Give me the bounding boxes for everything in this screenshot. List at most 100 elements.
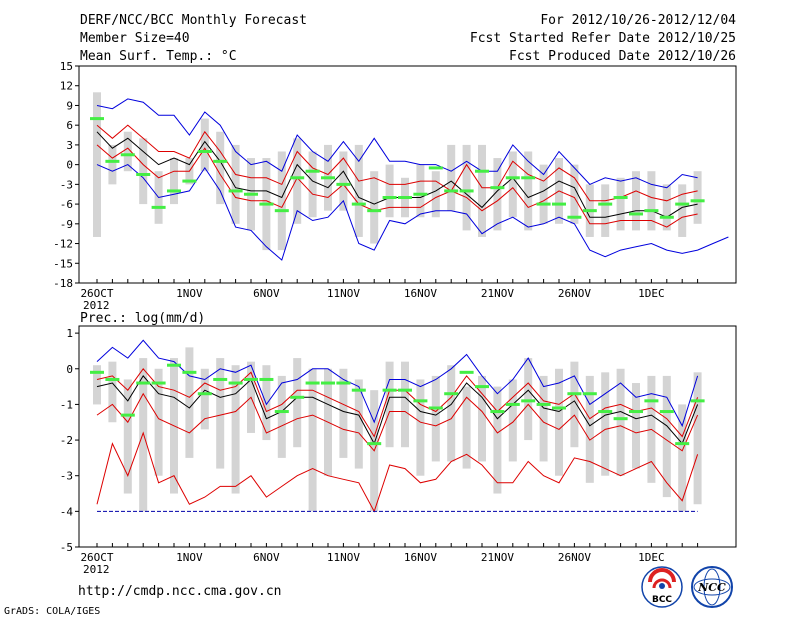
precipitation-median-mark: [536, 402, 551, 406]
footer-url-link[interactable]: http://cmdp.ncc.cma.gov.cn: [78, 584, 282, 599]
temperature-median-mark: [629, 212, 643, 216]
precipitation-spread-box: [108, 361, 117, 423]
temperature-median-mark: [244, 192, 258, 196]
temperature-x-tick-label: 1DEC: [638, 287, 665, 300]
temperature-median-mark: [413, 192, 428, 196]
temperature-median-mark: [213, 159, 228, 163]
temperature-median-mark: [321, 176, 335, 180]
temperature-median-mark: [475, 169, 489, 173]
temperature-x-tick-label: 26OCT: [80, 287, 113, 300]
precipitation-spread-box: [508, 379, 517, 462]
temperature-median-mark: [521, 176, 536, 180]
precipitation-y-tick-label: 1: [66, 327, 73, 340]
temperature-median-mark: [259, 202, 274, 206]
precipitation-spread-box: [693, 372, 702, 505]
precipitation-spread-box: [262, 365, 271, 441]
started-refer-label: Fcst Started Refer Date 2012/10/25: [470, 31, 736, 46]
precipitation-median-mark: [552, 406, 566, 410]
temperature-median-mark: [428, 166, 443, 170]
precipitation-ensemble-min-line: [96, 431, 699, 513]
precipitation-y-tick-label: -4: [60, 505, 74, 518]
precipitation-spread-box: [293, 358, 302, 448]
precipitation-spread-box: [555, 368, 563, 476]
temperature-x-year-label: 2012: [83, 299, 110, 312]
precipitation-spread-box: [601, 372, 610, 476]
temperature-spread-box: [662, 184, 671, 231]
temperature-median-mark: [613, 196, 628, 200]
temperature-spread-box: [123, 131, 132, 172]
precipitation-spread-box: [539, 375, 548, 462]
precipitation-x-year-label: 2012: [83, 563, 110, 576]
temperature-y-tick-label: -3: [60, 178, 73, 191]
precipitation-upper-bound-line: [96, 367, 699, 438]
temperature-spread-box: [416, 164, 425, 218]
precipitation-spread-box: [354, 379, 363, 469]
precipitation-spread-box: [431, 375, 440, 462]
precipitation-spread-box: [93, 365, 101, 405]
precipitation-median-mark: [582, 392, 597, 396]
precipitation-spread-box: [632, 383, 640, 469]
precipitation-median-mark: [290, 395, 305, 399]
temperature-spread-box: [354, 144, 363, 237]
temperature-x-tick-label: 21NOV: [481, 287, 514, 300]
precipitation-median-mark: [382, 388, 397, 392]
precipitation-x-tick-label: 26NOV: [558, 551, 591, 564]
precipitation-x-tick-label: 1DEC: [638, 551, 665, 564]
temperature-y-tick-label: 9: [66, 99, 73, 112]
temperature-median-mark: [290, 176, 305, 180]
precipitation-median-mark: [167, 363, 181, 367]
temperature-median-mark: [675, 202, 690, 206]
temperature-y-tick-label: -9: [60, 218, 73, 231]
precipitation-median-mark: [428, 406, 443, 410]
precipitation-median-mark: [490, 410, 505, 414]
temperature-median-mark: [305, 169, 320, 173]
precipitation-y-axis: 1 0 -1 -2 -3 -4 -5: [60, 327, 79, 554]
temperature-x-tick-label: 6NOV: [253, 287, 280, 300]
precipitation-spread-box: [678, 404, 687, 512]
temperature-x-tick-label: 11NOV: [327, 287, 360, 300]
variable-temp-label: Mean Surf. Temp.: °C: [80, 49, 237, 64]
precipitation-median-mark: [259, 377, 274, 381]
temperature-median-mark: [598, 202, 613, 206]
temperature-y-tick-label: -18: [53, 277, 73, 290]
temperature-median-mark: [351, 202, 366, 206]
precipitation-series-lines: [96, 339, 699, 513]
temperature-plot-frame: [78, 65, 737, 284]
temperature-ensemble-mean-line: [96, 131, 698, 218]
temperature-median-mark: [90, 117, 104, 121]
precipitation-median-mark: [305, 381, 320, 385]
precipitation-spread-box: [339, 368, 348, 458]
precipitation-median-mark: [351, 388, 366, 392]
precipitation-median-mark: [274, 410, 289, 414]
temperature-spread-box: [200, 118, 209, 172]
temperature-spread-box: [370, 171, 379, 244]
precipitation-x-tick-label: 11NOV: [327, 551, 360, 564]
produced-date-label: Fcst Produced Date 2012/10/26: [509, 49, 736, 64]
temperature-spread-box: [277, 151, 286, 251]
precipitation-y-tick-label: -5: [60, 541, 73, 554]
temperature-y-tick-label: 6: [66, 119, 73, 132]
precipitation-plot-frame: [78, 325, 737, 548]
ncc-logo: NCC: [691, 566, 733, 608]
precipitation-median-mark: [321, 381, 335, 385]
temperature-y-tick-label: 12: [60, 80, 73, 93]
temperature-spread-box: [524, 151, 533, 231]
grads-credit: GrADS: COLA/IGES: [4, 606, 100, 617]
precipitation-x-tick-label: 16NOV: [404, 551, 437, 564]
temperature-spread-box: [431, 171, 440, 218]
temperature-median-mark: [382, 196, 397, 200]
precipitation-spread-box: [462, 386, 471, 469]
temperature-spread-box: [462, 144, 471, 231]
precipitation-spread-box: [200, 368, 209, 430]
precipitation-median-mark: [444, 392, 459, 396]
temperature-median-mark: [659, 215, 674, 219]
temperature-spread-box: [678, 184, 687, 237]
temperature-spread-box: [478, 144, 486, 237]
temperature-spread-box: [570, 164, 579, 224]
temperature-spread-box: [339, 151, 348, 211]
precipitation-spread-box: [308, 368, 317, 512]
precipitation-spread-box: [493, 386, 502, 494]
temperature-spread-box: [293, 138, 302, 224]
